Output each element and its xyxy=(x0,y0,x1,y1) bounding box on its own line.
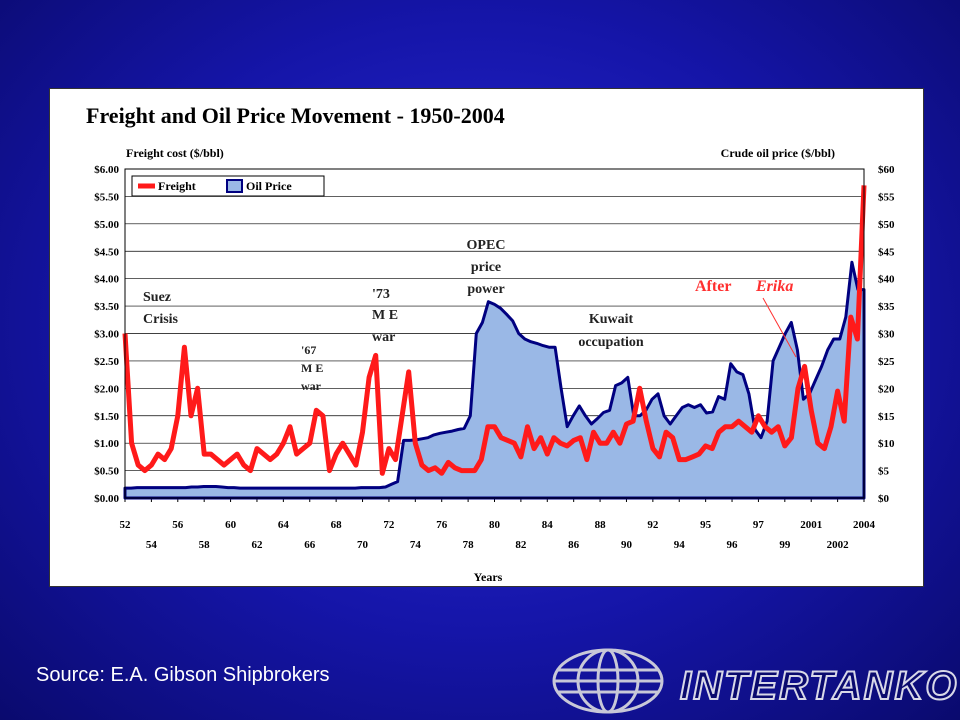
svg-text:OPEC: OPEC xyxy=(467,238,506,253)
svg-text:Erika: Erika xyxy=(755,278,793,295)
y-axis-title: Freight cost ($/bbl) xyxy=(126,146,224,160)
y-tick-label: $5.50 xyxy=(94,191,119,203)
annotation-73-war: '73 M E war xyxy=(372,287,398,345)
svg-text:'67: '67 xyxy=(301,343,316,357)
annotation-erika: After Erika xyxy=(695,278,797,358)
y2-tick-label: $35 xyxy=(878,301,895,313)
annotation-suez: Suez Crisis xyxy=(143,290,179,327)
y-axis-ticks: $0.00 $0.50 $1.00 $1.50 $2.00 $2.50 $3.00 $3.50… xyxy=(94,164,119,505)
x-tick-label: 88 xyxy=(595,519,607,531)
svg-text:war: war xyxy=(372,330,395,345)
legend-oil-swatch xyxy=(226,179,243,193)
y-tick-label: $5.00 xyxy=(94,219,119,231)
x-tick-label: 97 xyxy=(753,519,765,531)
y-tick-label: $1.00 xyxy=(94,438,119,450)
x-tick-label: 52 xyxy=(120,519,132,531)
x-axis-ticks: 52 54 56 58 60 62 64 66 68 70 72 74 76 78 80 82 84 86 88 90… xyxy=(120,498,876,551)
x-tick-label: 72 xyxy=(383,519,395,531)
x-tick-label: 2002 xyxy=(827,539,850,551)
x-tick-label: 80 xyxy=(489,519,501,531)
x-tick-label: 84 xyxy=(542,519,554,531)
y2-tick-label: $5 xyxy=(878,466,890,478)
chart-panel: Freight and Oil Price Movement - 1950-20… xyxy=(49,88,924,587)
annotation-kuwait: Kuwait occupation xyxy=(578,312,644,350)
x-axis-title: Years xyxy=(474,570,503,584)
x-tick-label: 76 xyxy=(436,519,448,531)
y2-tick-label: $60 xyxy=(878,164,895,176)
oil-price-area xyxy=(123,260,866,500)
x-tick-label: 74 xyxy=(410,539,422,551)
legend-freight-label: Freight xyxy=(158,179,196,193)
y2-tick-label: $55 xyxy=(878,191,895,203)
y-tick-label: $2.50 xyxy=(94,356,119,368)
x-tick-label: 64 xyxy=(278,519,290,531)
y-tick-label: $6.00 xyxy=(94,164,119,176)
y-tick-label: $1.50 xyxy=(94,411,119,423)
svg-text:power: power xyxy=(467,282,504,297)
y-tick-label: $0.50 xyxy=(94,466,119,478)
legend-oil-label: Oil Price xyxy=(246,179,292,193)
x-tick-label: 2001 xyxy=(800,519,822,531)
svg-text:M E: M E xyxy=(301,361,323,375)
x-tick-label: 78 xyxy=(463,539,475,551)
y-tick-label: $3.50 xyxy=(94,301,119,313)
x-tick-label: 86 xyxy=(568,539,580,551)
x-tick-label: 58 xyxy=(199,539,211,551)
x-tick-label: 90 xyxy=(621,539,633,551)
y-tick-label: $4.00 xyxy=(94,274,119,286)
x-tick-label: 82 xyxy=(515,539,527,551)
annotation-opec: OPEC price power xyxy=(467,238,506,297)
source-note: Source: E.A. Gibson Shipbrokers xyxy=(36,664,330,686)
x-tick-label: 56 xyxy=(172,519,184,531)
x-tick-label: 70 xyxy=(357,539,369,551)
svg-text:price: price xyxy=(471,260,501,275)
y-tick-label: $0.00 xyxy=(94,493,119,505)
annotation-67-war: '67 M E war xyxy=(301,343,323,393)
y2-tick-label: $30 xyxy=(878,329,895,341)
freight-oil-chart: Freight and Oil Price Movement - 1950-20… xyxy=(86,103,895,584)
y2-tick-label: $50 xyxy=(878,219,895,231)
y2-tick-label: $10 xyxy=(878,438,895,450)
y-tick-label: $4.50 xyxy=(94,246,119,258)
x-tick-label: 62 xyxy=(251,539,263,551)
svg-text:occupation: occupation xyxy=(578,335,644,350)
plot-frame xyxy=(124,168,865,499)
x-tick-label: 60 xyxy=(225,519,237,531)
y2-tick-label: $40 xyxy=(878,274,895,286)
x-tick-label: 95 xyxy=(700,519,712,531)
y-tick-label: $3.00 xyxy=(94,329,119,341)
svg-text:After: After xyxy=(695,278,731,295)
svg-text:war: war xyxy=(301,379,322,393)
svg-text:Suez: Suez xyxy=(143,290,171,305)
x-tick-label: 54 xyxy=(146,539,158,551)
chart-title: Freight and Oil Price Movement - 1950-20… xyxy=(86,103,505,128)
x-tick-label: 66 xyxy=(304,539,316,551)
x-tick-label: 96 xyxy=(727,539,739,551)
y2-axis-ticks: $0 $5 $10 $15 $20 $25 $30 $35 $40 $45 $50 $55 $60 xyxy=(878,164,895,505)
x-tick-label: 99 xyxy=(779,539,791,551)
globe-icon xyxy=(552,648,664,714)
x-tick-label: 92 xyxy=(647,519,659,531)
x-tick-label: 94 xyxy=(674,539,686,551)
y2-axis-title: Crude oil price ($/bbl) xyxy=(721,146,835,160)
y2-tick-label: $15 xyxy=(878,411,895,423)
legend: Freight Oil Price xyxy=(131,175,325,197)
svg-text:'73: '73 xyxy=(372,287,390,302)
x-tick-label: 2004 xyxy=(853,519,876,531)
svg-text:Kuwait: Kuwait xyxy=(589,312,634,327)
intertanko-logo-text: INTERTANKO xyxy=(679,663,959,709)
svg-text:M E: M E xyxy=(372,308,398,323)
x-tick-label: 68 xyxy=(331,519,343,531)
y-tick-label: $2.00 xyxy=(94,383,119,395)
y2-tick-label: $45 xyxy=(878,246,895,258)
y2-tick-label: $20 xyxy=(878,383,895,395)
y2-tick-label: $25 xyxy=(878,356,895,368)
freight-line xyxy=(122,185,867,476)
y2-tick-label: $0 xyxy=(878,493,890,505)
svg-text:Crisis: Crisis xyxy=(143,312,179,327)
